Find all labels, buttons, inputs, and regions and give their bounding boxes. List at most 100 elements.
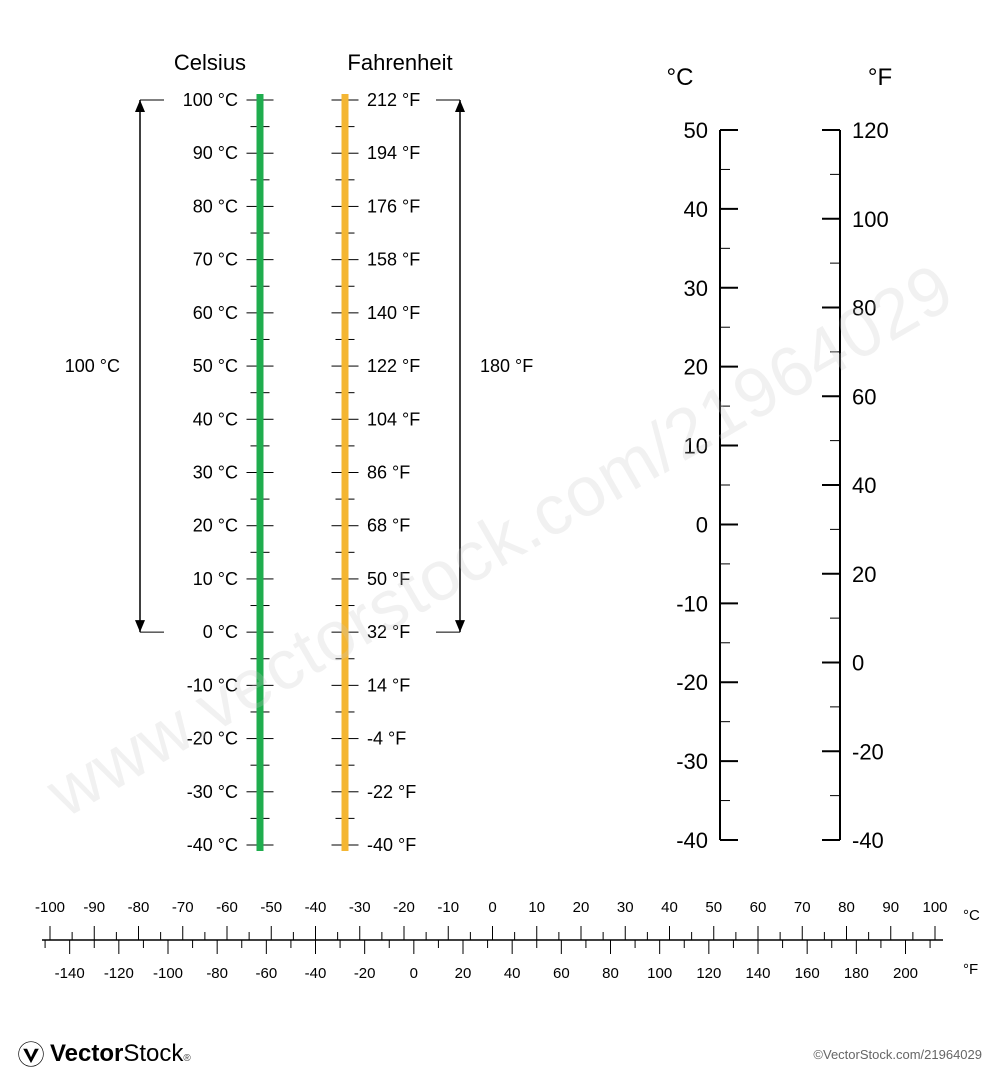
celsius-tick-label: 90 °C bbox=[193, 143, 238, 163]
fahrenheit-tick-label: 122 °F bbox=[367, 356, 420, 376]
ruler-f-label: 140 bbox=[745, 965, 770, 982]
right-c-label: 40 bbox=[684, 197, 708, 222]
celsius-tick-label: 30 °C bbox=[193, 463, 238, 483]
ruler-f-label: 40 bbox=[504, 965, 521, 982]
ruler-c-label: -90 bbox=[83, 899, 105, 916]
right-f-label: 20 bbox=[852, 562, 876, 587]
ruler-c-label: 60 bbox=[750, 899, 767, 916]
celsius-tick-label: -10 °C bbox=[187, 675, 238, 695]
ruler-c-label: -60 bbox=[216, 899, 238, 916]
ruler-f-label: 200 bbox=[893, 965, 918, 982]
fahrenheit-tick-label: 50 °F bbox=[367, 569, 410, 589]
ruler-c-label: -40 bbox=[305, 899, 327, 916]
ruler-c-label: 70 bbox=[794, 899, 811, 916]
right-f-label: 100 bbox=[852, 207, 889, 232]
fahrenheit-header: Fahrenheit bbox=[347, 50, 452, 75]
fahrenheit-tick-label: 194 °F bbox=[367, 143, 420, 163]
right-c-label: 50 bbox=[684, 118, 708, 143]
fahrenheit-tick-label: 212 °F bbox=[367, 90, 420, 110]
right-c-label: 10 bbox=[684, 434, 708, 459]
ruler-c-label: -100 bbox=[35, 899, 65, 916]
fahrenheit-tick-label: 68 °F bbox=[367, 516, 410, 536]
right-f-label: 0 bbox=[852, 651, 864, 676]
celsius-tick-label: 20 °C bbox=[193, 516, 238, 536]
ruler-c-label: 100 bbox=[922, 899, 947, 916]
ruler-f-label: 180 bbox=[844, 965, 869, 982]
right-c-label: -20 bbox=[676, 670, 708, 695]
ruler-c-label: 90 bbox=[882, 899, 899, 916]
ruler-c-label: 30 bbox=[617, 899, 634, 916]
ruler-f-label: 100 bbox=[647, 965, 672, 982]
fahrenheit-tick-label: 158 °F bbox=[367, 250, 420, 270]
right-c-label: -30 bbox=[676, 749, 708, 774]
ruler-f-label: -40 bbox=[305, 965, 327, 982]
celsius-tick-label: 80 °C bbox=[193, 196, 238, 216]
ruler-f-label: -80 bbox=[206, 965, 228, 982]
fahrenheit-tick-label: 176 °F bbox=[367, 196, 420, 216]
right-c-label: 30 bbox=[684, 276, 708, 301]
ruler-c-label: -50 bbox=[260, 899, 282, 916]
ruler-f-label: 60 bbox=[553, 965, 570, 982]
fahrenheit-tick-label: -40 °F bbox=[367, 835, 416, 855]
ruler-f-label: 120 bbox=[696, 965, 721, 982]
ruler-f-label: -60 bbox=[255, 965, 277, 982]
ruler-c-label: -70 bbox=[172, 899, 194, 916]
celsius-tick-label: 100 °C bbox=[183, 90, 238, 110]
ruler-unit-f: °F bbox=[963, 961, 978, 978]
right-f-label: 60 bbox=[852, 384, 876, 409]
fahrenheit-unit-header: °F bbox=[868, 64, 892, 91]
diagram-svg: CelsiusFahrenheit100 °C90 °C80 °C70 °C60… bbox=[0, 0, 1000, 1080]
ruler-c-label: -80 bbox=[128, 899, 150, 916]
right-c-label: 0 bbox=[696, 512, 708, 537]
celsius-tick-label: 0 °C bbox=[203, 622, 238, 642]
ruler-c-label: 10 bbox=[528, 899, 545, 916]
right-c-label: 20 bbox=[684, 355, 708, 380]
fahrenheit-tick-label: 32 °F bbox=[367, 622, 410, 642]
ruler-c-label: 50 bbox=[705, 899, 722, 916]
footer: VectorStock® ©VectorStock.com/21964029 bbox=[0, 1028, 1000, 1080]
ruler-f-label: 0 bbox=[410, 965, 418, 982]
right-f-label: -20 bbox=[852, 739, 884, 764]
celsius-tick-label: -30 °C bbox=[187, 782, 238, 802]
ruler-c-label: -10 bbox=[437, 899, 459, 916]
footer-image-id: ©VectorStock.com/21964029 bbox=[813, 1047, 982, 1062]
celsius-bar bbox=[257, 94, 264, 851]
celsius-tick-label: 50 °C bbox=[193, 356, 238, 376]
right-f-label: 120 bbox=[852, 118, 889, 143]
ruler-c-label: 20 bbox=[573, 899, 590, 916]
fahrenheit-tick-label: 104 °F bbox=[367, 409, 420, 429]
ruler-c-label: 0 bbox=[488, 899, 496, 916]
right-c-label: -10 bbox=[676, 591, 708, 616]
ruler-f-label: -20 bbox=[354, 965, 376, 982]
ruler-f-label: 160 bbox=[795, 965, 820, 982]
celsius-tick-label: 70 °C bbox=[193, 250, 238, 270]
celsius-tick-label: 40 °C bbox=[193, 409, 238, 429]
fahrenheit-tick-label: -4 °F bbox=[367, 729, 406, 749]
right-c-label: -40 bbox=[676, 828, 708, 853]
celsius-tick-label: -40 °C bbox=[187, 835, 238, 855]
fahrenheit-tick-label: 14 °F bbox=[367, 675, 410, 695]
fahrenheit-tick-label: 140 °F bbox=[367, 303, 420, 323]
ruler-f-label: -120 bbox=[104, 965, 134, 982]
ruler-f-label: -100 bbox=[153, 965, 183, 982]
ruler-unit-c: °C bbox=[963, 907, 980, 924]
fahrenheit-tick-label: -22 °F bbox=[367, 782, 416, 802]
vectorstock-logo-icon bbox=[18, 1041, 44, 1067]
ruler-c-label: 40 bbox=[661, 899, 678, 916]
celsius-tick-label: 60 °C bbox=[193, 303, 238, 323]
range-label: 180 °F bbox=[480, 356, 533, 376]
right-f-label: -40 bbox=[852, 828, 884, 853]
celsius-header: Celsius bbox=[174, 50, 246, 75]
ruler-c-label: 80 bbox=[838, 899, 855, 916]
celsius-tick-label: -20 °C bbox=[187, 729, 238, 749]
ruler-f-label: -140 bbox=[55, 965, 85, 982]
ruler-c-label: -30 bbox=[349, 899, 371, 916]
right-f-label: 80 bbox=[852, 296, 876, 321]
footer-brand: VectorStock® bbox=[50, 1040, 191, 1068]
ruler-c-label: -20 bbox=[393, 899, 415, 916]
right-f-label: 40 bbox=[852, 473, 876, 498]
ruler-f-label: 20 bbox=[455, 965, 472, 982]
celsius-unit-header: °C bbox=[667, 64, 694, 91]
fahrenheit-bar bbox=[342, 94, 349, 851]
fahrenheit-tick-label: 86 °F bbox=[367, 463, 410, 483]
